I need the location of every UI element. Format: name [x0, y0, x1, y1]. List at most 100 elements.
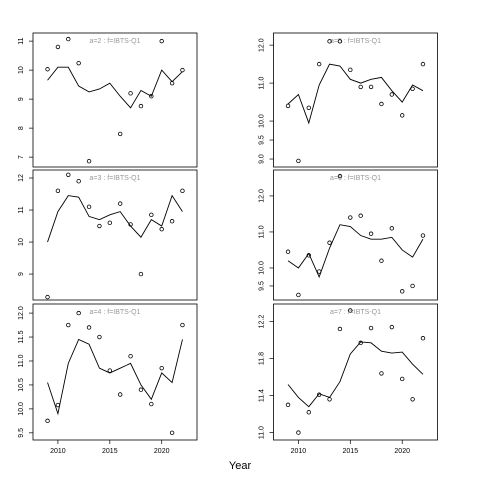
data-point: [368, 325, 374, 331]
data-point: [169, 430, 175, 436]
data-point: [86, 325, 92, 330]
y-tick-label: 12.2: [258, 315, 265, 329]
data-point: [420, 61, 426, 67]
y-tick-label: 11.0: [258, 225, 265, 238]
data-point: [379, 258, 384, 263]
y-tick-label: 9.0: [258, 154, 265, 164]
y-tick-label: 12: [18, 174, 25, 182]
y-tick-label: 11.0: [258, 426, 265, 439]
panel-frame: [273, 303, 438, 441]
y-tick-label: 12.0: [18, 306, 25, 320]
y-tick-label: 10.0: [258, 114, 265, 128]
data-point: [306, 410, 311, 415]
data-point: [379, 371, 384, 376]
y-tick-label: 11.0: [18, 354, 25, 367]
data-point: [337, 39, 343, 44]
data-point: [180, 188, 185, 194]
data-point: [285, 103, 291, 109]
y-tick-label: 12.0: [258, 38, 265, 52]
data-point: [76, 60, 81, 66]
data-point: [368, 84, 374, 90]
data-point: [45, 67, 50, 72]
data-point: [337, 173, 343, 179]
y-tick-label: 7: [18, 155, 25, 159]
series-line: [47, 338, 183, 416]
x-tick-label: 2020: [154, 448, 170, 455]
x-axis-label: Year: [229, 460, 252, 472]
data-point: [149, 94, 154, 99]
y-tick-label: 9.5: [258, 135, 265, 145]
panel-title: a=5 : f=IBTS-Q1: [330, 38, 381, 45]
data-point: [86, 158, 92, 164]
data-point: [117, 131, 123, 137]
data-point: [348, 215, 353, 220]
data-point: [400, 376, 405, 382]
panel-title: a=3 : f=IBTS-Q1: [90, 175, 141, 182]
data-point: [368, 231, 374, 236]
data-point: [117, 201, 123, 206]
data-point: [66, 36, 71, 42]
data-point: [66, 322, 71, 328]
panel-frame: [32, 303, 198, 441]
panel-title: a=2 : f=IBTS-Q1: [90, 38, 141, 45]
panel-title: a=6 : f=IBTS-Q1: [330, 175, 381, 182]
panel-title: a=4 : f=IBTS-Q1: [90, 309, 141, 316]
x-tick-label: 2010: [50, 448, 66, 455]
y-tick-label: 8: [18, 126, 25, 130]
y-tick-label: 10: [18, 66, 25, 74]
data-point: [180, 322, 185, 328]
data-point: [296, 292, 301, 298]
data-point: [358, 84, 363, 90]
series-line: [47, 194, 183, 243]
data-point: [400, 289, 405, 294]
x-tick-label: 2020: [394, 448, 410, 455]
data-point: [138, 103, 144, 109]
data-point: [348, 308, 353, 313]
data-point: [389, 226, 395, 231]
data-point: [379, 101, 384, 107]
data-point: [128, 91, 133, 96]
x-tick-label: 2015: [102, 448, 118, 455]
data-point: [149, 212, 154, 218]
data-point: [389, 92, 395, 97]
x-tick-label: 2010: [291, 448, 307, 455]
y-tick-label: 11: [18, 206, 25, 213]
data-point: [285, 249, 291, 254]
data-point: [117, 392, 123, 397]
data-point: [337, 326, 343, 332]
panel-title: a=7 : f=IBTS-Q1: [330, 309, 381, 316]
y-tick-label: 10.0: [258, 261, 265, 275]
data-point: [86, 204, 92, 210]
data-point: [327, 39, 332, 44]
y-tick-label: 9: [18, 272, 25, 276]
y-tick-label: 10: [18, 238, 25, 246]
data-point: [327, 397, 332, 402]
data-point: [169, 219, 175, 224]
data-point: [45, 418, 50, 424]
data-point: [296, 158, 301, 164]
series-line: [287, 341, 424, 408]
data-point: [410, 397, 415, 402]
data-point: [306, 105, 311, 110]
y-tick-label: 11.8: [258, 352, 265, 365]
data-point: [66, 172, 71, 178]
y-tick-label: 9.5: [258, 281, 265, 291]
data-point: [107, 368, 113, 373]
panel-frame: [32, 169, 198, 301]
data-point: [138, 271, 144, 277]
data-point: [159, 365, 164, 371]
data-point: [358, 340, 363, 346]
data-point: [348, 67, 353, 73]
panel-frame: [273, 32, 438, 168]
data-point: [358, 213, 363, 218]
y-tick-label: 9: [18, 97, 25, 101]
x-tick-label: 2015: [343, 448, 359, 455]
data-point: [138, 387, 144, 392]
series-line: [287, 224, 424, 279]
data-point: [76, 179, 81, 184]
data-point: [149, 401, 154, 407]
y-tick-label: 11.0: [258, 76, 265, 89]
y-tick-label: 12.0: [258, 189, 265, 203]
y-tick-label: 11: [18, 37, 25, 44]
